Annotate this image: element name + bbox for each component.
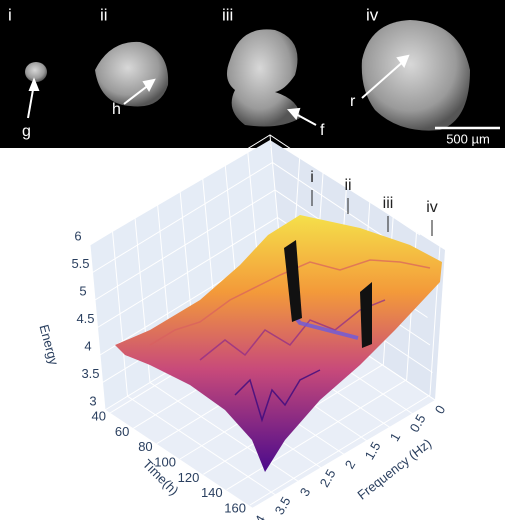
- energy-tick-label: 4.5: [76, 311, 94, 326]
- frequency-tick-label: 1.5: [362, 439, 384, 462]
- surface-plot: 33.544.555.5640608010012014016000.511.52…: [36, 134, 449, 520]
- micrograph-strip: i ii iii iv g h f r 500 µm: [0, 0, 505, 148]
- energy-surface: [115, 215, 442, 472]
- surface-texture: [149, 259, 431, 346]
- frequency-tick-label: 1: [387, 430, 404, 444]
- time-tick-label: 120: [178, 470, 200, 485]
- time-tick-label: 40: [92, 408, 106, 423]
- scale-bar-label: 500 µm: [446, 131, 490, 146]
- annotation: g: [22, 123, 31, 140]
- cell-image: [361, 20, 470, 131]
- time-tick-label: 140: [201, 485, 223, 500]
- surface-texture: [234, 369, 321, 423]
- grid-line: [112, 231, 278, 497]
- energy-tick-label: 5.5: [71, 256, 89, 271]
- stage-label: i: [310, 169, 314, 186]
- time-tick-label: 100: [154, 454, 176, 469]
- stage-marker: [284, 240, 302, 322]
- frequency-tick-label: 4: [252, 513, 269, 520]
- annotation: h: [112, 101, 121, 118]
- energy-tick-label: 3.5: [81, 366, 99, 381]
- time-tick-label: 60: [115, 424, 129, 439]
- frequency-tick-label: 3.5: [272, 494, 294, 517]
- frequency-tick-label: 0.5: [407, 412, 429, 435]
- time-tick-label: 80: [138, 439, 152, 454]
- energy-tick-label: 4: [84, 338, 91, 353]
- energy-tick-label: 6: [74, 228, 81, 243]
- panel-label: ii: [100, 5, 108, 24]
- stage-label: ii: [344, 177, 351, 194]
- surface-texture: [199, 299, 386, 361]
- grid-line: [249, 244, 441, 506]
- energy-axis-label: Energy: [36, 323, 61, 367]
- time-tick-label: 160: [224, 500, 246, 515]
- frequency-tick-label: 3: [297, 485, 314, 499]
- arrows: [27, 54, 500, 130]
- panel-label: iii: [222, 5, 233, 24]
- panel-label: i: [8, 5, 12, 24]
- stage-label: iii: [383, 195, 394, 212]
- stage-label: iv: [426, 199, 438, 216]
- frequency-tick-label: 0: [432, 403, 449, 417]
- stage-marker: [360, 282, 372, 348]
- cell-image: [25, 62, 47, 82]
- frequency-tick-label: 2.5: [317, 467, 339, 490]
- panel-label: iv: [366, 5, 379, 24]
- cell-image: [226, 29, 300, 127]
- grid-line: [89, 244, 256, 511]
- annotation: r: [350, 93, 356, 110]
- energy-tick-label: 3: [89, 393, 96, 408]
- annotation: f: [320, 122, 325, 139]
- grid-line: [134, 217, 301, 483]
- energy-tick-label: 5: [79, 283, 86, 298]
- frequency-tick-label: 2: [342, 458, 359, 472]
